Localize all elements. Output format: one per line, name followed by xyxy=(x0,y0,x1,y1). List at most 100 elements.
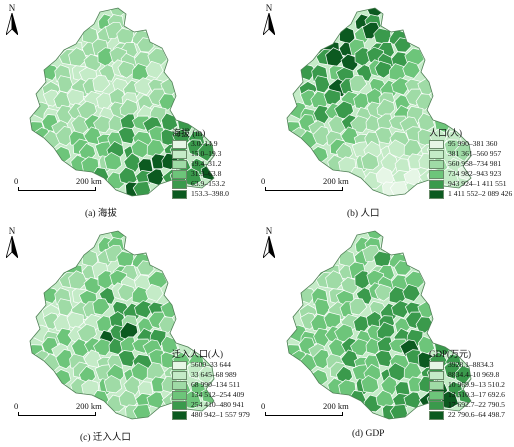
legend-swatch xyxy=(429,149,444,159)
map-panel-population: N 0 200 km 人口(人) 95 990–381 360 381 361–5… xyxy=(257,0,514,223)
legend-label: 33 645–68 989 xyxy=(191,370,237,379)
county-region xyxy=(93,338,111,357)
county-region xyxy=(57,75,74,94)
north-label: N xyxy=(265,3,273,13)
legend-swatch xyxy=(172,169,187,179)
legend-item: 3928.1–8834.3 xyxy=(429,360,505,370)
county-region xyxy=(360,151,380,171)
legend-swatch xyxy=(429,360,444,370)
legend-label: 943 924–1 411 551 xyxy=(448,179,507,188)
choropleth-map-population xyxy=(286,7,472,197)
scale-distance-label: 200 km xyxy=(323,401,349,411)
legend-label: 13 510.3–17 692.6 xyxy=(448,390,505,399)
legend-item: 134 512–254 409 xyxy=(172,390,250,400)
county-region xyxy=(92,297,111,316)
county-region xyxy=(349,74,368,93)
north-arrow-icon: N xyxy=(6,4,18,35)
county-region xyxy=(103,374,123,394)
legend-item: 13 510.3–17 692.6 xyxy=(429,390,505,400)
legend-item: 254 410–480 941 xyxy=(172,400,250,410)
legend-swatch xyxy=(172,410,187,420)
legend-label: 480 942–1 557 979 xyxy=(191,410,250,419)
legend-item: 8834.4–10 969.8 xyxy=(429,370,505,380)
panel-caption: (c) 迁入人口 xyxy=(80,433,131,443)
legend-label: 15.0–19.3 xyxy=(191,149,222,158)
county-region xyxy=(402,60,421,79)
legend-swatch xyxy=(172,149,187,159)
legend-swatch xyxy=(172,189,187,199)
legend-swatch xyxy=(172,400,187,410)
legend-label: 95 990–381 360 xyxy=(448,139,498,148)
north-arrow-icon: N xyxy=(263,4,275,35)
legend-title: 人口(人) xyxy=(429,128,462,138)
legend-label: 1 411 552–2 089 426 xyxy=(448,189,513,198)
legend-label: 153.3–398.0 xyxy=(191,189,229,198)
legend-item: 63.9–153.2 xyxy=(172,179,229,189)
legend-item: 734 982–943 923 xyxy=(429,169,512,179)
legend-item: 153.3–398.0 xyxy=(172,189,229,199)
legend-swatch xyxy=(429,159,444,169)
legend-swatch xyxy=(429,410,444,420)
scale-bar: 0 200 km xyxy=(14,176,124,192)
county-region xyxy=(55,126,74,147)
legend: GDP(万元) 3928.1–8834.3 8834.4–10 969.8 10 9… xyxy=(429,349,505,420)
map-panel-inmigration: N 0 200 km 迁入人口(人) 5609–33 644 33 645–68 … xyxy=(0,223,257,446)
scale-zero-label: 0 xyxy=(261,176,266,186)
legend-label: 134 512–254 409 xyxy=(191,390,245,399)
legend-label: 19.4–31.2 xyxy=(191,159,222,168)
county-region xyxy=(145,60,164,79)
panel-caption: (b) 人口 xyxy=(347,209,380,219)
legend-label: 68 990–134 511 xyxy=(191,380,241,389)
legend-item: 943 924–1 411 551 xyxy=(429,179,512,189)
legend-item: 33 645–68 989 xyxy=(172,370,250,380)
county-region xyxy=(148,126,166,143)
county-region xyxy=(93,115,111,134)
county-region xyxy=(374,60,394,79)
panel-caption: (a) 海拔 xyxy=(85,209,117,219)
legend-swatch xyxy=(172,179,187,189)
legend-swatch xyxy=(172,380,187,390)
county-region xyxy=(123,375,142,396)
county-region xyxy=(145,283,164,302)
choropleth-map-gdp xyxy=(286,230,472,420)
scale-bar: 0 200 km xyxy=(261,401,371,417)
panel-caption: (d) GDP xyxy=(352,429,385,439)
county-region xyxy=(391,77,411,96)
legend-title: GDP(万元) xyxy=(429,349,471,359)
north-label: N xyxy=(8,3,16,13)
county-region xyxy=(117,127,136,145)
county-region xyxy=(380,152,399,173)
county-region xyxy=(391,300,411,319)
legend-swatch xyxy=(172,390,187,400)
county-region xyxy=(103,151,123,171)
county-region xyxy=(402,283,421,302)
legend-swatch xyxy=(172,159,187,169)
county-region xyxy=(117,283,137,302)
legend-item: 95 990–381 360 xyxy=(429,139,512,149)
legend-item: 15.0–19.3 xyxy=(172,149,229,159)
legend-label: 10 969.9–13 510.2 xyxy=(448,380,505,389)
legend-swatch xyxy=(429,189,444,199)
legend-label: 734 982–943 923 xyxy=(448,169,502,178)
scale-zero-label: 0 xyxy=(14,401,19,411)
legend-label: 3.0–14.9 xyxy=(191,139,218,148)
north-arrow-icon: N xyxy=(6,227,18,258)
county-region xyxy=(350,115,368,134)
legend-title: 海拔 (m) xyxy=(172,128,206,138)
county-region xyxy=(314,298,331,317)
county-region xyxy=(134,77,154,96)
county-region xyxy=(380,375,399,396)
legend-item: 31.3–63.8 xyxy=(172,169,229,179)
county-region xyxy=(130,362,151,382)
map-panel-gdp: N 0 200 km GDP(万元) 3928.1–8834.3 8834.4–1… xyxy=(257,223,514,446)
north-label: N xyxy=(265,226,273,236)
legend-item: 17 692.7–22 790.5 xyxy=(429,400,505,410)
legend-label: 560 958–734 981 xyxy=(448,159,502,168)
legend: 海拔 (m) 3.0–14.9 15.0–19.3 19.4–31.2 31.3–63… xyxy=(172,128,229,199)
legend-swatch xyxy=(429,169,444,179)
county-region xyxy=(360,374,380,394)
county-region xyxy=(117,350,136,368)
county-region xyxy=(374,350,393,368)
legend-swatch xyxy=(172,360,187,370)
county-region xyxy=(312,349,331,370)
